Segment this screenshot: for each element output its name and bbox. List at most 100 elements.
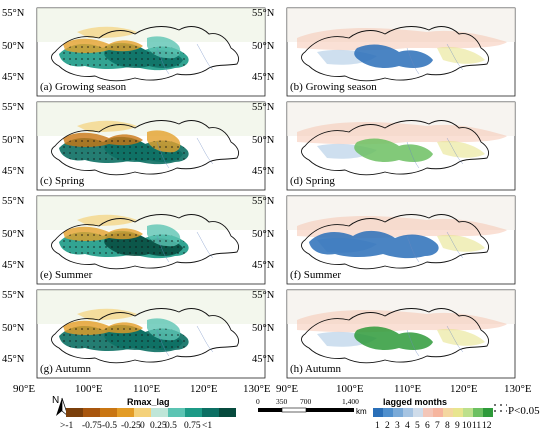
- lat-tick: 45°N: [2, 72, 25, 83]
- lag-tick-label: 8: [445, 421, 450, 431]
- rmax-color-swatch: [219, 408, 236, 417]
- lag-color-swatch: [373, 408, 383, 417]
- lon-tick: 120°E: [190, 383, 218, 395]
- rmax-tick-label: 0.75: [184, 421, 201, 431]
- rmax-color-swatch: [202, 408, 219, 417]
- map-panel-8: (h) Autumn: [286, 289, 516, 379]
- map-panel-4: (d) Spring: [286, 101, 516, 191]
- rmax-tick-label: -0.75: [82, 421, 102, 431]
- scale-tick-label: 0: [256, 397, 260, 406]
- lon-axis-left: 90°E 100°E 110°E 120°E 130°E: [13, 383, 271, 395]
- lat-tick: 45°N: [2, 166, 25, 177]
- lat-tick: 50°N: [252, 229, 275, 240]
- rmax-color-swatch: [117, 408, 134, 417]
- lon-tick: 100°E: [75, 383, 103, 395]
- lon-axis-right: 90°E 100°E 110°E 120°E 130°E: [276, 383, 532, 395]
- rmax-color-swatch: [151, 408, 168, 417]
- lag-tick-label: 11: [472, 421, 481, 431]
- lag-color-swatch: [483, 408, 493, 417]
- lag-color-swatch: [443, 408, 453, 417]
- lag-color-swatch: [403, 408, 413, 417]
- lat-tick: 55°N: [2, 290, 25, 301]
- map-panel-3: (c) Spring: [36, 101, 266, 191]
- lat-tick: 50°N: [2, 135, 25, 146]
- lag-tick-label: 12: [482, 421, 492, 431]
- north-arrow: N: [52, 395, 69, 418]
- rmax-legend: Rmax_lag >-1 -0.75 -0.5 -0.25 0 0.250.5 0.75 <1: [60, 397, 236, 431]
- lag-legend: lagged months 1 2 3 4 5 6 7 8 9 10 11 12: [373, 397, 493, 431]
- scale-tick-label: 700: [300, 397, 312, 406]
- panel-label: (f) Summer: [290, 269, 341, 281]
- panel-label: (c) Spring: [40, 175, 85, 187]
- rmax-tick-label: >-1: [60, 421, 74, 431]
- scale-bar: 0 350 700 1,400 km: [256, 397, 367, 416]
- lat-tick: 45°N: [252, 260, 275, 271]
- lon-tick: 90°E: [276, 383, 298, 395]
- rmax-color-swatch: [100, 408, 117, 417]
- lat-tick: 55°N: [2, 102, 25, 113]
- lag-tick-label: 1: [375, 421, 380, 431]
- lat-tick: 55°N: [252, 8, 275, 19]
- lag-color-swatch: [463, 408, 473, 417]
- lon-tick: 100°E: [336, 383, 364, 395]
- lon-tick: 130°E: [243, 383, 271, 395]
- rmax-tick-label: -0.5: [102, 421, 117, 431]
- map-panel-1: (a) Growing season: [36, 7, 266, 97]
- lat-tick: 50°N: [2, 41, 25, 52]
- rmax-tick-label: 0: [140, 421, 145, 431]
- lag-tick-label: 10: [462, 421, 472, 431]
- scale-tick-label: 350: [276, 397, 288, 406]
- rmax-tick-label: 0.5: [165, 421, 177, 431]
- lag-tick-label: 6: [425, 421, 430, 431]
- lat-tick: 45°N: [252, 166, 275, 177]
- north-arrow-label: N: [52, 395, 59, 406]
- map-panel-7: (g) Autumn: [36, 289, 266, 379]
- lon-tick: 130°E: [504, 383, 532, 395]
- lag-color-swatch: [383, 408, 393, 417]
- lag-tick-label: 5: [415, 421, 420, 431]
- panel-label: (h) Autumn: [290, 363, 342, 375]
- lag-color-swatch: [393, 408, 403, 417]
- lat-tick: 50°N: [2, 323, 25, 334]
- panel-label: (d) Spring: [290, 175, 335, 187]
- map-panel-5: (e) Summer: [36, 195, 266, 285]
- lon-tick: 90°E: [13, 383, 35, 395]
- lag-legend-title: lagged months: [383, 397, 447, 407]
- lag-tick-label: 3: [395, 421, 400, 431]
- panel-label: (a) Growing season: [40, 81, 127, 93]
- lat-tick: 55°N: [2, 196, 25, 207]
- lat-tick: 55°N: [252, 196, 275, 207]
- lat-tick: 55°N: [2, 8, 25, 19]
- rmax-color-swatch: [168, 408, 185, 417]
- lat-tick: 50°N: [252, 41, 275, 52]
- lon-tick: 120°E: [450, 383, 478, 395]
- rmax-color-swatch: [185, 408, 202, 417]
- significance-dots-icon: [493, 403, 507, 415]
- rmax-color-swatch: [134, 408, 151, 417]
- rmax-tick-label: -0.25: [121, 421, 141, 431]
- lat-tick: 45°N: [252, 354, 275, 365]
- lag-color-swatch: [473, 408, 483, 417]
- lag-tick-label: 9: [455, 421, 460, 431]
- lag-tick-label: 7: [435, 421, 440, 431]
- lag-tick-label: 2: [385, 421, 390, 431]
- scale-unit: km: [356, 407, 367, 416]
- lat-tick: 55°N: [252, 290, 275, 301]
- panel-label: (e) Summer: [40, 269, 93, 281]
- panel-label: (b) Growing season: [290, 81, 377, 93]
- lon-tick: 110°E: [133, 383, 160, 395]
- rmax-color-swatch: [66, 408, 83, 417]
- lag-color-swatch: [433, 408, 443, 417]
- north-arrow-icon: [56, 398, 62, 416]
- lat-tick: 50°N: [2, 229, 25, 240]
- lat-tick: 45°N: [2, 260, 25, 271]
- significance-legend: P<0.05: [493, 403, 540, 417]
- lag-color-swatch: [423, 408, 433, 417]
- panel-label: (g) Autumn: [40, 363, 92, 375]
- lat-tick: 45°N: [2, 354, 25, 365]
- lat-tick: 50°N: [252, 323, 275, 334]
- lon-tick: 110°E: [394, 383, 421, 395]
- rmax-tick-label: 0.25: [150, 421, 167, 431]
- rmax-legend-title: Rmax_lag: [127, 397, 170, 407]
